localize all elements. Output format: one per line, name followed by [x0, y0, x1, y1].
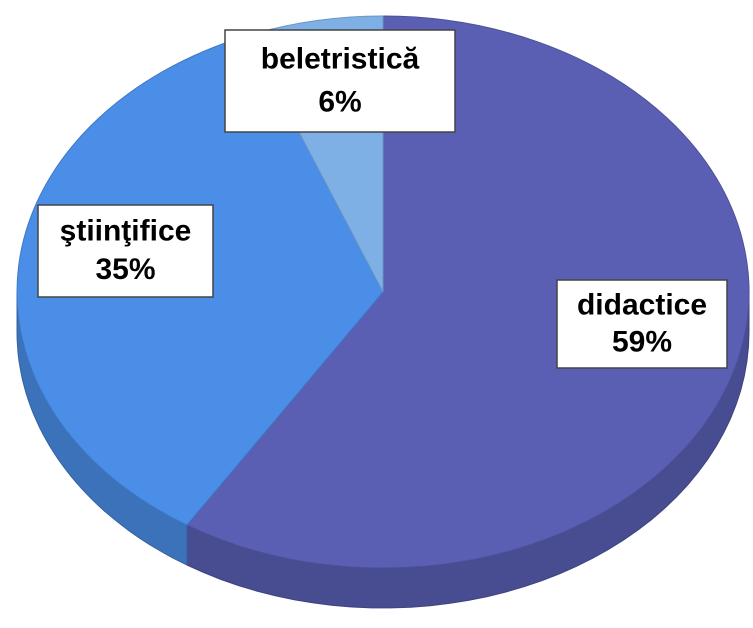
category-label: didactice	[577, 288, 707, 321]
data-label-box	[224, 29, 456, 133]
category-label: ştiinţifice	[60, 215, 192, 248]
data-label-box	[37, 204, 214, 298]
value-label: 6%	[318, 85, 361, 118]
category-label: beletristică	[261, 43, 420, 76]
value-label: 35%	[95, 253, 155, 286]
value-label: 59%	[612, 325, 672, 358]
data-label-box	[556, 279, 728, 369]
slice	[186, 15, 750, 569]
